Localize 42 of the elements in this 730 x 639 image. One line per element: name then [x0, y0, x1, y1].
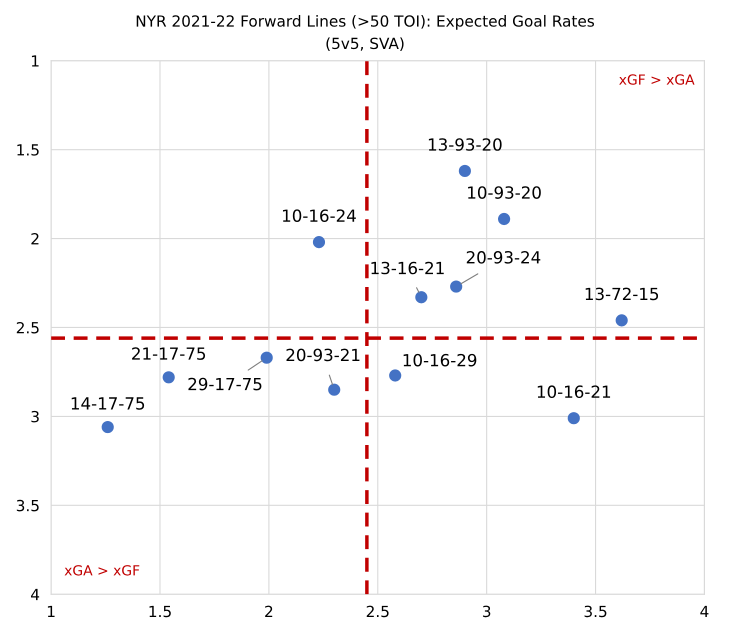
chart-title: NYR 2021-22 Forward Lines (>50 TOI): Expected Goal Rates: [136, 14, 594, 30]
annotation: 10-16-29: [404, 354, 476, 366]
point: [102, 421, 114, 434]
point: [450, 280, 462, 293]
point: [498, 212, 510, 226]
y-tick-label: 2: [31, 233, 38, 244]
x-tick-label: 4: [700, 606, 708, 617]
y-tick-label: 1.5: [17, 144, 39, 156]
x-tick-label: 2.5: [366, 606, 389, 618]
x-tick-label: 2: [265, 606, 272, 617]
x-tick-label: 3: [482, 606, 490, 618]
chart-subtitle: (5v5, SVA): [326, 37, 404, 51]
annotation: 14-17-75: [72, 397, 144, 410]
point: [458, 164, 471, 178]
point: [616, 314, 628, 326]
annotation: xGF > xGA: [619, 74, 695, 85]
y-tick-label: 3: [31, 410, 39, 422]
point: [328, 384, 340, 396]
point: [260, 352, 273, 364]
annotation: 29-17-75: [188, 378, 262, 390]
annotation: 20-93-24: [466, 251, 540, 264]
point: [568, 412, 580, 424]
annotation: 10-16-21: [538, 385, 610, 398]
annotation: xGA > xGF: [64, 565, 140, 576]
y-tick-label: 4: [31, 588, 40, 600]
point: [415, 291, 428, 304]
annotation: 13-72-15: [586, 288, 658, 300]
annotation: 21-17-75: [132, 347, 206, 360]
annotation: 13-93-20: [428, 138, 502, 151]
annotation: 20-93-21: [286, 348, 360, 362]
annotation: 13-16-21: [371, 262, 444, 274]
point: [312, 236, 326, 248]
x-tick-label: 1.5: [150, 606, 171, 618]
point: [389, 369, 402, 382]
annotation: 10-16-24: [282, 209, 356, 222]
y-tick-label: 2.5: [16, 322, 39, 334]
annotation: 10-93-20: [468, 186, 541, 199]
x-tick-label: 3.5: [584, 606, 606, 618]
x-tick-label: 1: [48, 606, 55, 617]
y-tick-label: 1: [32, 55, 39, 67]
y-tick-label: 3.5: [16, 500, 39, 512]
point: [162, 371, 175, 384]
